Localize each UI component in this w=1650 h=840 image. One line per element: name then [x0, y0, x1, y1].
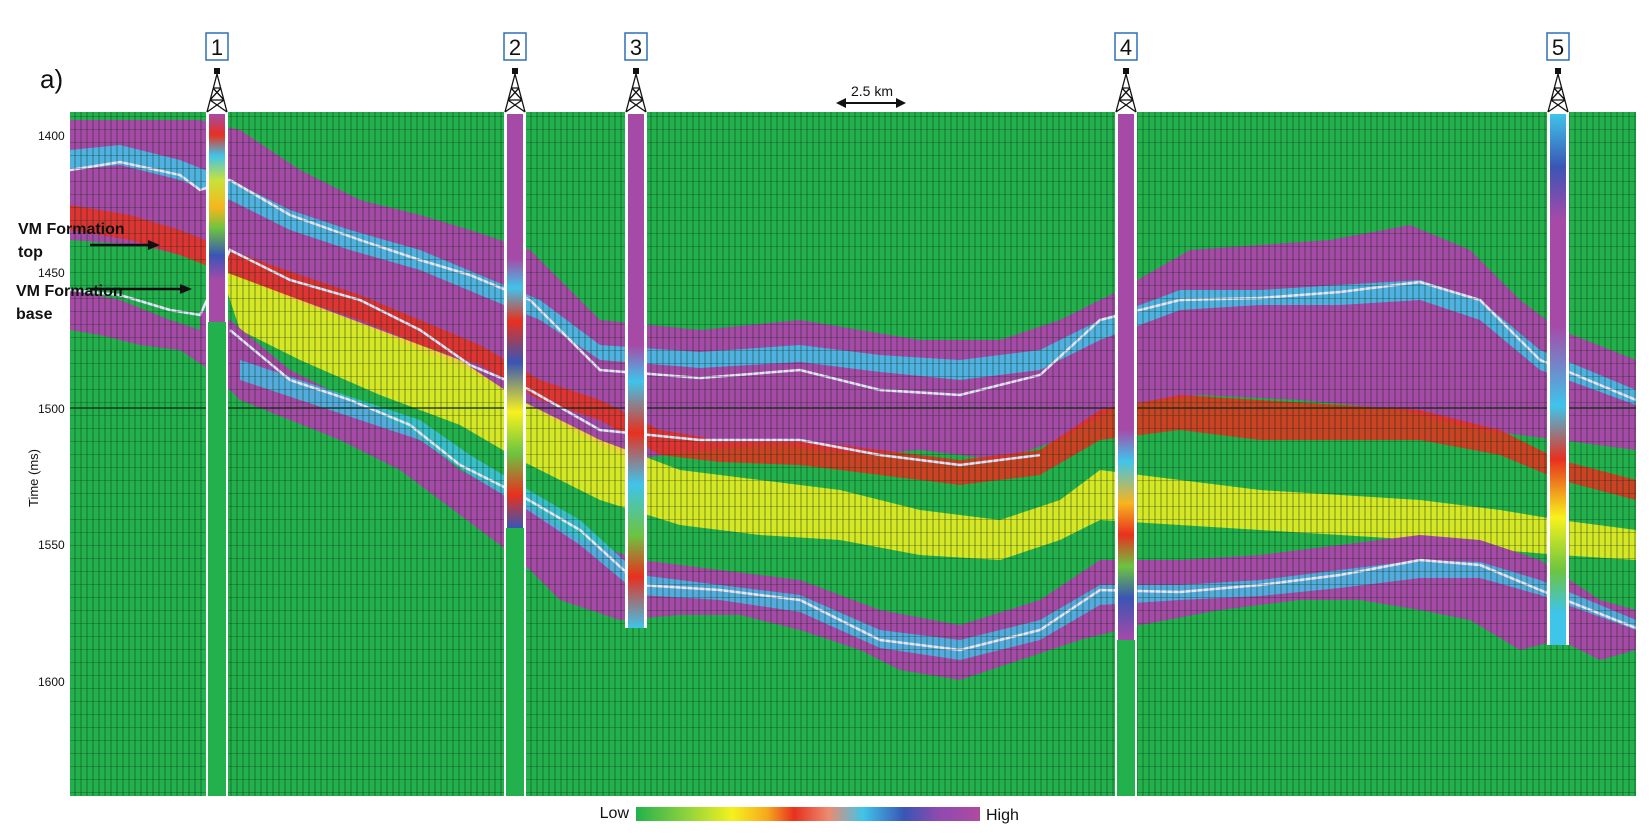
derrick-icon	[206, 68, 228, 113]
well-number-label: 1	[211, 35, 223, 60]
well-4: 4	[1114, 32, 1138, 796]
well-log-strip	[507, 114, 523, 528]
well-log-strip	[628, 114, 644, 628]
time-lines-overlay	[70, 112, 1636, 796]
y-axis-title: Time (ms)	[26, 449, 41, 507]
legend-high-label: High	[986, 807, 1019, 824]
formation-base-label-box: VM Formation base	[16, 283, 123, 323]
well-5: 5	[1546, 32, 1570, 645]
legend-low-label: Low	[600, 805, 630, 822]
scale-bar-right-arrow	[896, 98, 906, 108]
derrick-icon	[1115, 68, 1137, 113]
scale-bar: 2.5 km	[836, 83, 906, 108]
well-log-strip	[1118, 114, 1134, 640]
formation-base-label: VM Formation base	[16, 283, 123, 323]
well-number-label: 5	[1552, 35, 1564, 60]
well-column-fill	[506, 528, 524, 796]
well-number-label: 2	[509, 35, 521, 60]
wells-layer: 1 2 3 4 5	[205, 32, 1570, 796]
well-number-label: 4	[1120, 35, 1132, 60]
scale-bar-label: 2.5 km	[851, 83, 893, 99]
formation-base-arrowhead	[180, 284, 192, 294]
well-number-box	[624, 32, 648, 61]
y-tick-1400: 1400	[38, 129, 65, 143]
formation-top-label-box: VM Formation top	[18, 221, 125, 261]
formation-top-arrowhead	[148, 240, 160, 250]
derrick-icon	[625, 68, 647, 113]
well-number-box	[205, 32, 229, 61]
panel-label: a)	[40, 64, 63, 94]
well-log-strip	[1550, 114, 1566, 645]
formation-top-label: VM Formation top	[18, 221, 125, 261]
well-log-strip	[209, 114, 225, 322]
well-number-box	[1114, 32, 1138, 61]
well-number-label: 3	[630, 35, 642, 60]
well-column-fill	[208, 322, 226, 796]
derrick-icon	[504, 68, 526, 113]
y-tick-1450: 1450	[38, 266, 65, 280]
well-2: 2	[503, 32, 527, 796]
legend-color-bar	[636, 807, 980, 821]
well-number-box	[1546, 32, 1570, 61]
y-tick-1550: 1550	[38, 538, 65, 552]
formation-annotations: VM Formation top VM Formation base	[16, 221, 192, 323]
well-column-fill	[1117, 640, 1135, 796]
y-tick-1500: 1500	[38, 402, 65, 416]
well-1: 1	[205, 32, 229, 796]
y-axis: 1400 1450 1500 1550 1600 Time (ms)	[26, 129, 65, 689]
y-tick-1600: 1600	[38, 675, 65, 689]
derrick-icon	[1547, 68, 1569, 113]
well-number-box	[503, 32, 527, 61]
seismic-section	[70, 112, 1636, 796]
well-3: 3	[624, 32, 648, 628]
color-legend: Low High	[600, 805, 1019, 824]
scale-bar-left-arrow	[836, 98, 846, 108]
